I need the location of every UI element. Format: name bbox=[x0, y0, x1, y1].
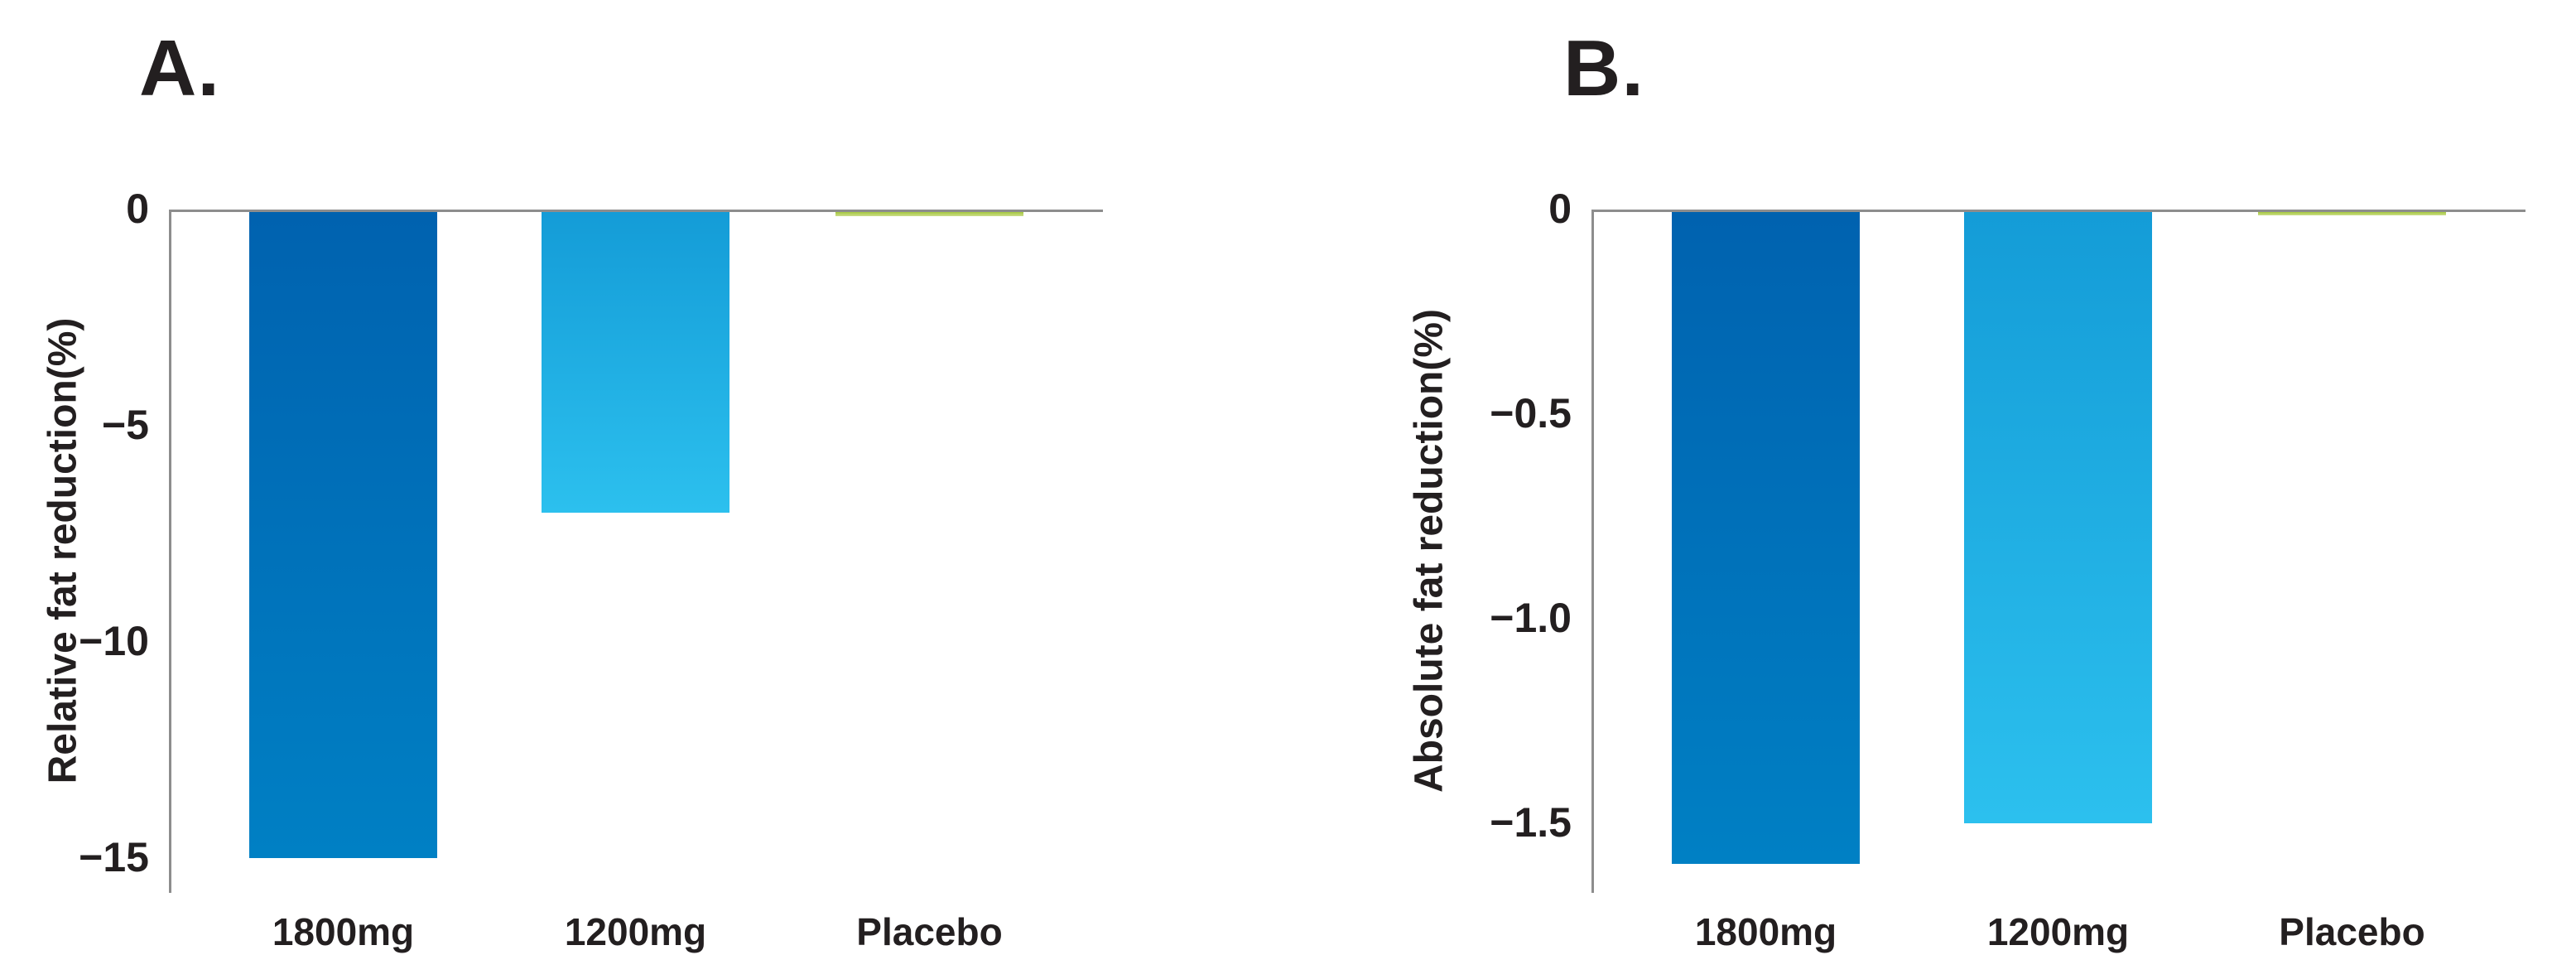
y-tick-label: −1.5 bbox=[1490, 798, 1572, 846]
panel-b-plot-area bbox=[1591, 210, 2525, 893]
panel-a-label: A. bbox=[139, 24, 220, 113]
x-category-label: 1800mg bbox=[272, 910, 415, 953]
bar-1800mg bbox=[249, 212, 437, 859]
panel-b-y-axis-title: Absolute fat reduction(%) bbox=[1407, 309, 1452, 793]
bar-1800mg bbox=[1672, 212, 1860, 865]
y-tick-label: −10 bbox=[79, 617, 149, 664]
y-tick-label: −1.0 bbox=[1490, 594, 1572, 641]
y-tick-label: −0.5 bbox=[1490, 389, 1572, 436]
x-category-label: 1200mg bbox=[1986, 910, 2130, 953]
bar-placebo bbox=[835, 212, 1023, 216]
bar-1200mg bbox=[542, 212, 729, 513]
y-tick-label: 0 bbox=[1548, 185, 1572, 232]
x-category-label: 1200mg bbox=[564, 910, 707, 953]
panel-a-plot-area bbox=[169, 210, 1103, 893]
x-category-label: Placebo bbox=[2279, 910, 2425, 953]
x-category-label: Placebo bbox=[856, 910, 1003, 953]
panel-a-y-axis-title: Relative fat reduction(%) bbox=[41, 317, 85, 784]
bar-1200mg bbox=[1964, 212, 2152, 824]
y-tick-label: 0 bbox=[126, 185, 149, 232]
y-tick-label: −15 bbox=[79, 834, 149, 881]
bar-placebo bbox=[2258, 212, 2446, 216]
x-category-label: 1800mg bbox=[1694, 910, 1837, 953]
panel-b-label: B. bbox=[1563, 24, 1644, 113]
y-tick-label: −5 bbox=[101, 401, 149, 448]
